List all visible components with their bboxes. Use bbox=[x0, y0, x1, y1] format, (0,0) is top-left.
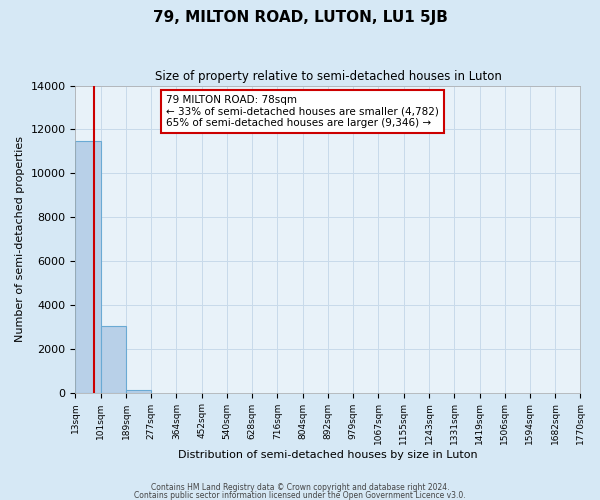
Text: 79 MILTON ROAD: 78sqm
← 33% of semi-detached houses are smaller (4,782)
65% of s: 79 MILTON ROAD: 78sqm ← 33% of semi-deta… bbox=[166, 95, 439, 128]
Bar bbox=[76, 142, 101, 392]
Bar bbox=[126, 390, 151, 392]
Text: 79, MILTON ROAD, LUTON, LU1 5JB: 79, MILTON ROAD, LUTON, LU1 5JB bbox=[152, 10, 448, 25]
Text: Contains HM Land Registry data © Crown copyright and database right 2024.: Contains HM Land Registry data © Crown c… bbox=[151, 484, 449, 492]
Y-axis label: Number of semi-detached properties: Number of semi-detached properties bbox=[15, 136, 25, 342]
X-axis label: Distribution of semi-detached houses by size in Luton: Distribution of semi-detached houses by … bbox=[178, 450, 478, 460]
Text: Contains public sector information licensed under the Open Government Licence v3: Contains public sector information licen… bbox=[134, 490, 466, 500]
Bar bbox=[101, 326, 126, 392]
Title: Size of property relative to semi-detached houses in Luton: Size of property relative to semi-detach… bbox=[155, 70, 502, 83]
